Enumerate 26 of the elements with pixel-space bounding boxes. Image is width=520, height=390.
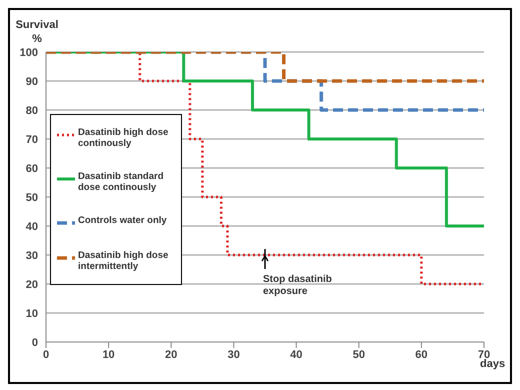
x-tick-label: 0 — [42, 348, 50, 361]
y-tick-label: 20 — [26, 278, 38, 291]
y-tick-label: 50 — [26, 192, 38, 204]
y-axis-title: Survival % — [14, 18, 60, 46]
y-tick-label: 70 — [26, 134, 38, 146]
y-tick-label: 100 — [20, 46, 38, 59]
y-tick-label: 40 — [26, 220, 38, 233]
x-tick-label: 40 — [290, 348, 302, 361]
x-tick-label: 50 — [352, 348, 365, 361]
legend-label: Dasatinib high dose intermittently — [78, 250, 170, 272]
annotation: Stop dasatinib exposure — [263, 274, 332, 297]
legend-label: Controls water only — [78, 215, 167, 226]
legend-label: Dasatinib standard dose continously — [78, 171, 165, 193]
y-tick-label: 10 — [26, 308, 38, 320]
legend-label: Dasatinib high dose continously — [78, 127, 170, 149]
y-tick-label: 60 — [26, 162, 38, 175]
y-tick-label: 90 — [26, 76, 38, 88]
x-axis-title: days — [480, 358, 506, 370]
y-tick-label: 80 — [26, 104, 38, 117]
x-tick-label: 60 — [415, 348, 428, 361]
x-tick-label: 10 — [102, 348, 115, 361]
x-tick-label: 30 — [228, 348, 240, 361]
y-tick-label: 30 — [26, 250, 38, 262]
x-tick-label: 70 — [478, 348, 490, 361]
y-tick-label: 0 — [32, 336, 38, 349]
x-tick-label: 20 — [165, 348, 178, 361]
